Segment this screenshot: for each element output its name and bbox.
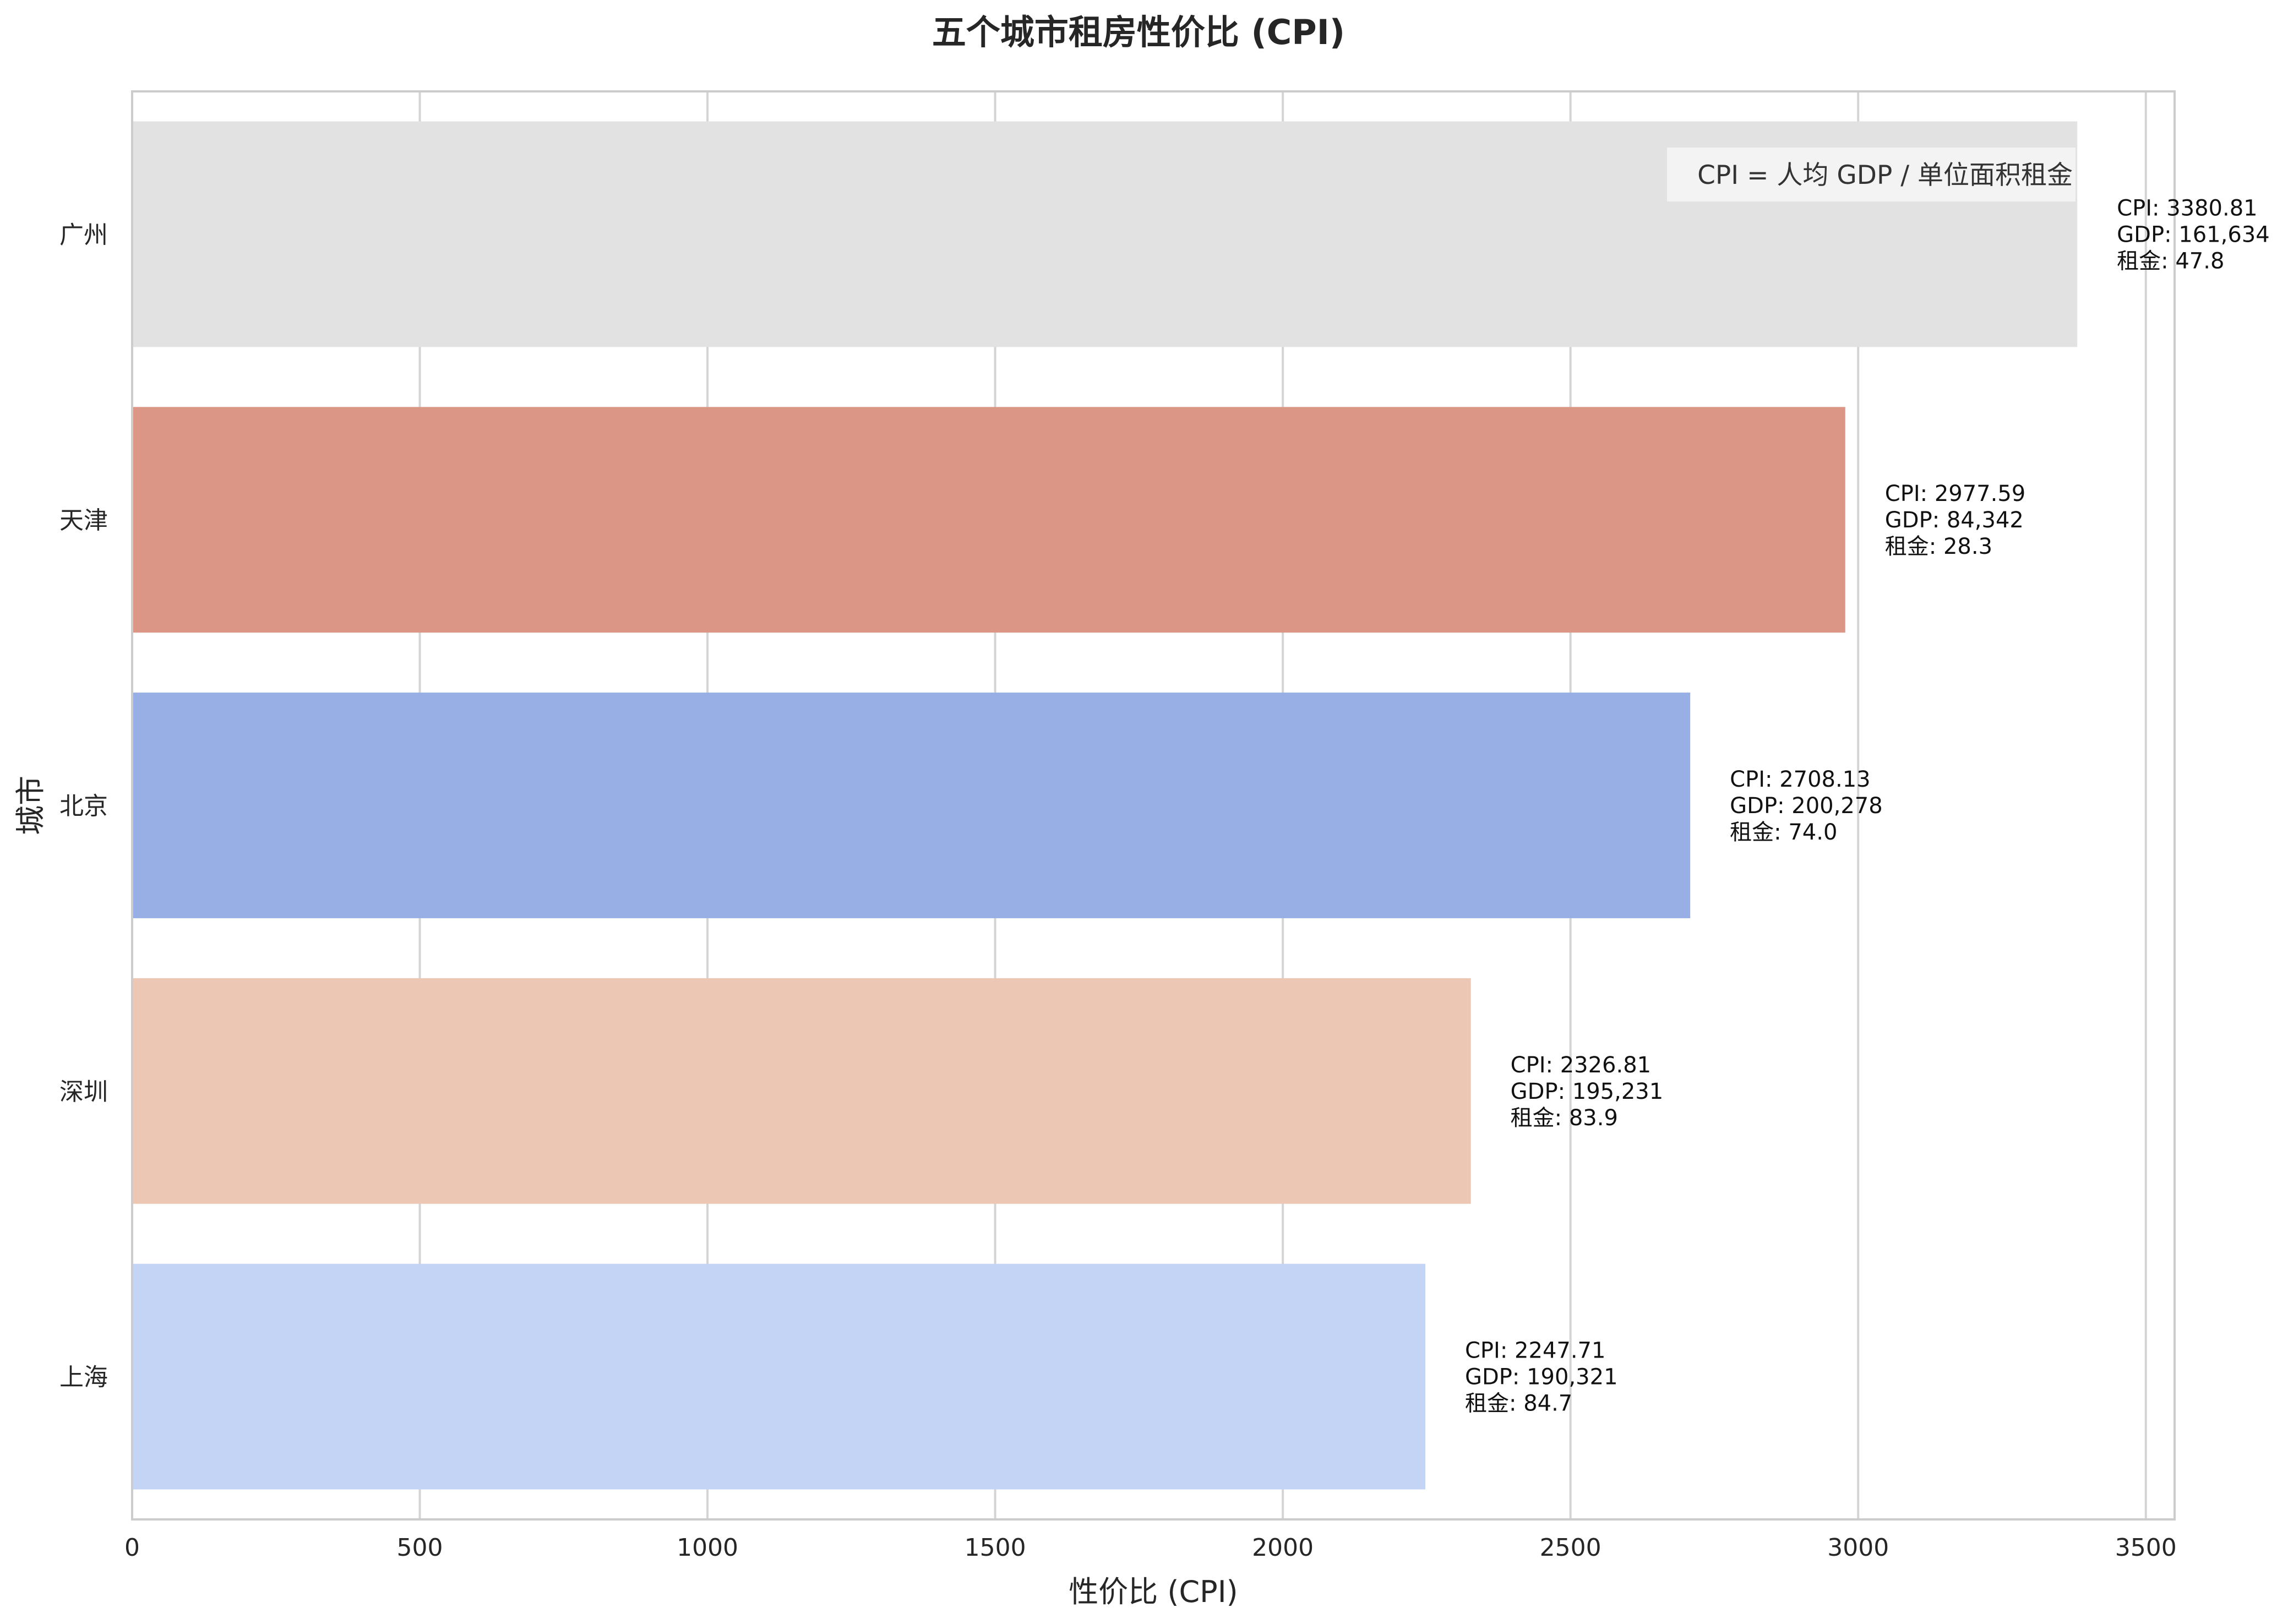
- bars: [132, 121, 2078, 1490]
- bar-annotation-line: 租金: 84.7: [1465, 1391, 1572, 1416]
- bar: [132, 407, 1845, 633]
- bar-annotation-line: GDP: 84,342: [1885, 508, 2024, 533]
- x-tick-label: 500: [397, 1534, 443, 1562]
- x-tick-label: 3500: [2115, 1534, 2177, 1562]
- formula-note-box: [1667, 148, 2076, 201]
- bar-annotation-line: CPI: 3380.81: [2117, 195, 2257, 221]
- x-tick-label: 2000: [1252, 1534, 1314, 1562]
- y-tick-label: 上海: [59, 1364, 108, 1392]
- chart-title: 五个城市租房性价比 (CPI): [932, 12, 1345, 52]
- bar-annotation-line: 租金: 47.8: [2117, 248, 2224, 274]
- bar-annotation-line: 租金: 28.3: [1885, 534, 1992, 559]
- x-tick-label: 1000: [677, 1534, 738, 1562]
- x-tick-label: 2500: [1540, 1534, 1601, 1562]
- x-tick-label: 1500: [965, 1534, 1026, 1562]
- bar-annotation-line: CPI: 2708.13: [1730, 767, 1870, 792]
- x-tick-label: 3000: [1827, 1534, 1889, 1562]
- x-tick-labels: 0 500 1000 1500 2000 2500 3000 3500: [124, 1534, 2177, 1562]
- bar: [132, 978, 1471, 1204]
- bar-annotation-line: CPI: 2247.71: [1465, 1338, 1605, 1364]
- bar-annotation-line: GDP: 195,231: [1511, 1079, 1664, 1104]
- x-axis-label: 性价比 (CPI): [1069, 1574, 1238, 1609]
- x-tick-label: 0: [124, 1534, 140, 1562]
- bar-annotation-line: GDP: 161,634: [2117, 222, 2270, 247]
- y-tick-label: 天津: [59, 506, 108, 535]
- y-tick-label: 广州: [59, 221, 108, 249]
- y-tick-label: 深圳: [59, 1078, 108, 1106]
- y-axis-label: 城市: [13, 776, 48, 835]
- formula-note-text: CPI = 人均 GDP / 单位面积租金: [1697, 160, 2073, 190]
- bar: [132, 1263, 1426, 1490]
- plot-frame: [131, 90, 2176, 1521]
- formula-note: CPI = 人均 GDP / 单位面积租金: [1667, 148, 2076, 201]
- y-tick-label: 北京: [59, 792, 108, 820]
- bar-annotation-line: GDP: 200,278: [1730, 793, 1883, 819]
- bar-annotation-line: CPI: 2326.81: [1511, 1053, 1651, 1078]
- bar-annotation-line: 租金: 74.0: [1730, 820, 1837, 845]
- bar-annotation-line: CPI: 2977.59: [1885, 481, 2025, 506]
- bar-annotation-line: 租金: 83.9: [1511, 1105, 1618, 1131]
- bar: [132, 693, 1691, 918]
- bar-annotation-line: GDP: 190,321: [1465, 1365, 1618, 1390]
